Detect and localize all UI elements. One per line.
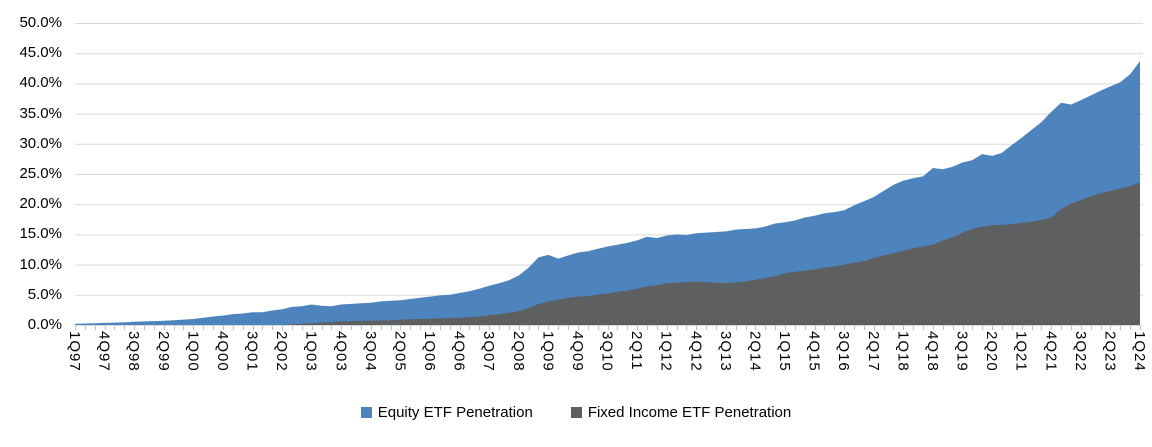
legend-item-equity: Equity ETF Penetration [360, 403, 533, 421]
legend-label-fixed-income: Fixed Income ETF Penetration [587, 403, 792, 421]
x-axis-tick-label: 3Q04 [361, 331, 379, 372]
y-axis-tick-label: 45.0% [19, 44, 62, 62]
x-axis-tick-label: 2Q99 [154, 331, 172, 372]
x-axis-tick-label: 3Q98 [125, 331, 143, 372]
x-axis-tick-label: 2Q14 [746, 331, 764, 372]
y-axis-tick-label: 50.0% [19, 14, 62, 31]
x-axis-tick-label: 1Q03 [302, 331, 320, 372]
x-axis-tick-label: 4Q00 [213, 331, 231, 372]
x-axis-tick-label: 3Q13 [716, 331, 734, 372]
legend: Equity ETF Penetration Fixed Income ETF … [0, 400, 1152, 424]
x-axis-tick-label: 1Q97 [66, 331, 83, 372]
x-axis-tick-label: 4Q03 [332, 331, 350, 372]
legend-label-equity: Equity ETF Penetration [377, 403, 533, 421]
y-axis-tick-label: 15.0% [19, 225, 62, 243]
x-axis-tick-label: 1Q00 [184, 331, 202, 372]
y-axis-tick-label: 30.0% [19, 134, 62, 152]
x-axis-tick-label: 3Q10 [598, 331, 616, 372]
y-axis-tick-label: 35.0% [19, 104, 62, 122]
x-axis-tick-label: 3Q22 [1071, 331, 1089, 372]
x-axis-tick-label: 3Q01 [243, 331, 261, 372]
x-axis-tick-label: 3Q07 [480, 331, 498, 372]
x-axis-tick-label: 4Q12 [687, 331, 705, 372]
x-axis-tick-label: 2Q11 [628, 331, 646, 371]
x-axis-tick-label: 1Q09 [539, 331, 557, 372]
x-axis-tick-label: 2Q08 [509, 331, 527, 372]
fixed-income-area-series [75, 182, 1140, 325]
y-axis-tick-label: 10.0% [19, 255, 62, 273]
y-axis-tick-label: 0.0% [27, 316, 62, 333]
x-axis-tick-label: 2Q05 [391, 331, 409, 372]
x-axis-tick-label: 2Q02 [273, 331, 291, 372]
x-axis-tick-label: 1Q12 [657, 331, 675, 372]
x-axis-tick-label: 2Q20 [983, 331, 1001, 372]
x-axis-tick-label: 1Q24 [1131, 331, 1148, 372]
y-axis-tick-label: 20.0% [19, 195, 62, 213]
x-axis-tick-label: 2Q23 [1101, 331, 1119, 372]
x-axis-tick-label: 4Q21 [1042, 331, 1060, 372]
x-axis-tick-label: 4Q09 [568, 331, 586, 372]
y-axis-tick-label: 40.0% [19, 74, 62, 92]
x-axis-tick-label: 4Q97 [95, 331, 113, 372]
legend-swatch-equity-icon [360, 406, 372, 418]
x-axis-tick-label: 1Q21 [1012, 331, 1030, 372]
y-axis-tick-label: 25.0% [19, 165, 62, 182]
x-axis-tick-label: 1Q18 [894, 331, 912, 372]
legend-item-fixed-income: Fixed Income ETF Penetration [570, 403, 792, 421]
x-axis-tick-label: 4Q06 [450, 331, 468, 372]
y-axis-tick-label: 5.0% [27, 285, 62, 303]
x-axis-tick-label: 1Q15 [776, 331, 793, 372]
x-axis-tick-label: 4Q18 [923, 331, 941, 372]
x-axis-tick-label: 1Q06 [421, 331, 438, 372]
legend-swatch-fixed-income-icon [570, 406, 582, 418]
x-axis-tick-label: 3Q16 [835, 331, 853, 372]
x-axis-tick-label: 3Q19 [953, 331, 971, 372]
x-axis-tick-label: 2Q17 [864, 331, 882, 372]
x-axis-tick-label: 4Q15 [805, 331, 823, 372]
